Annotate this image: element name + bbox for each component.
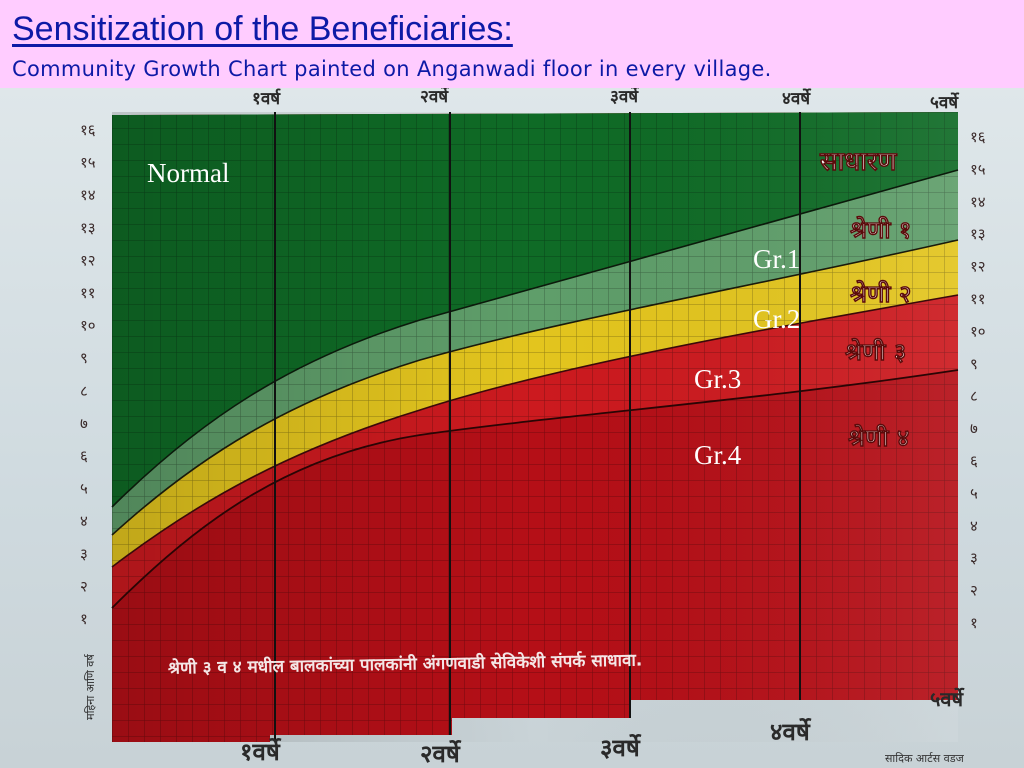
overlay-label-normal: Normal (147, 158, 230, 188)
zone-label-grade3: श्रेणी ३ (845, 338, 906, 366)
weight-tick-label: १३ (970, 225, 986, 243)
weight-tick-label: ४ (970, 517, 978, 535)
top-age-label: ३वर्षे (610, 88, 640, 107)
weight-tick-label: १२ (970, 258, 986, 276)
right-weight-ticks: १६ १५ १४ १३ १२ ११ १० ९ ८ ७ ६ ५ ४ ३ २ १ (970, 128, 986, 632)
overlay-label-gr4: Gr.4 (694, 440, 742, 470)
top-age-label: ५वर्षे (930, 92, 960, 113)
weight-tick-label: २ (970, 582, 978, 600)
weight-tick-label: १५ (970, 160, 986, 178)
weight-tick-label: ३ (970, 549, 978, 567)
weight-tick-label: १५ (80, 154, 96, 172)
weight-tick-label: १० (80, 317, 96, 335)
top-age-label: ४वर्षे (782, 88, 812, 109)
overlay-label-gr2: Gr.2 (753, 304, 801, 334)
weight-tick-label: ९ (80, 349, 88, 367)
top-age-label: २वर्षे (420, 88, 450, 107)
bottom-age-label: ३वर्षे (600, 734, 642, 762)
weight-tick-label: ७ (970, 420, 978, 438)
painted-growth-chart: १वर्ष २वर्षे ३वर्षे ४वर्षे ५वर्षे १६१५१४… (80, 88, 986, 768)
weight-tick-label: १६ (970, 128, 986, 146)
weight-tick-label: ५ (80, 480, 88, 498)
weight-tick-label: ११ (80, 284, 96, 302)
weight-tick-label: ८ (80, 382, 88, 400)
weight-tick-label: १० (970, 322, 986, 340)
weight-tick-label: ९ (970, 355, 978, 373)
left-weight-ticks: १६ १५ १४ १३ १२ ११ १० ९ ८ ७ ६ ५ ४ ३ २ १ (80, 121, 96, 628)
weight-tick-label: ६ (80, 447, 88, 465)
weight-tick-label: १४ (80, 186, 96, 204)
weight-tick-label: १६ (80, 121, 96, 139)
weight-tick-label: १४ (970, 193, 986, 211)
weight-tick-label: ७ (80, 414, 88, 432)
slide-subtitle: Community Growth Chart painted on Anganw… (12, 57, 772, 81)
weight-tick-label: ४ (80, 512, 88, 530)
artist-credit: सादिक आर्टस वडज (885, 752, 965, 765)
bottom-age-label: २वर्षे (420, 740, 462, 768)
weight-tick-label: ५ (970, 484, 978, 502)
weight-tick-label: ३ (80, 545, 88, 563)
weight-tick-label: ११ (970, 290, 986, 308)
bottom-age-label: १वर्षे (240, 738, 282, 766)
overlay-label-gr1: Gr.1 (753, 244, 801, 274)
side-label: महिना आणि वर्ष (84, 653, 97, 720)
weight-tick-label: १३ (80, 219, 96, 237)
zone-label-grade2: श्रेणी २ (850, 280, 911, 308)
weight-tick-label: २ (80, 577, 88, 595)
slide-header: Sensitization of the Beneficiaries: Comm… (0, 0, 1024, 88)
weight-tick-label: १२ (80, 251, 96, 269)
weight-tick-label: ८ (970, 387, 978, 405)
slide-title: Sensitization of the Beneficiaries: (12, 10, 513, 48)
weight-tick-label: १ (80, 610, 88, 628)
zone-label-grade1: श्रेणी १ (850, 216, 911, 244)
overlay-label-gr3: Gr.3 (694, 364, 742, 394)
bottom-age-label: ५वर्षे (930, 687, 965, 711)
weight-tick-label: ६ (970, 452, 978, 470)
zone-label-grade4: श्रेणी ४ (848, 424, 909, 452)
bottom-age-label: ४वर्षे (770, 718, 812, 746)
zone-label-normal: साधारण (819, 147, 898, 177)
top-age-label: १वर्ष (252, 88, 281, 109)
weight-tick-label: १ (970, 614, 978, 632)
growth-chart-photo: १वर्ष २वर्षे ३वर्षे ४वर्षे ५वर्षे १६ १५ १४… (0, 88, 1024, 768)
